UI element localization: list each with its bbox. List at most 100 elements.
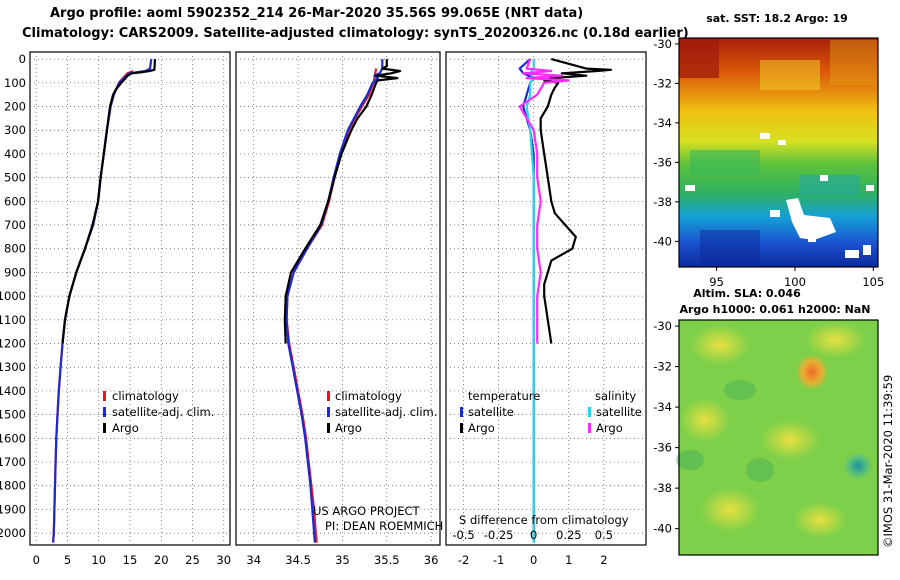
secondary-axis-label: S difference from climatology bbox=[459, 513, 629, 527]
depth-tick-label: 1200 bbox=[0, 337, 26, 351]
depth-tick-label: 100 bbox=[4, 76, 26, 90]
legend-swatch-climatology bbox=[327, 391, 330, 401]
depth-tick-label: 1800 bbox=[0, 479, 26, 493]
legend-swatch-sal-satellite bbox=[588, 407, 591, 417]
lon-tick-label: 95 bbox=[709, 275, 724, 289]
lon-tick-label: 100 bbox=[784, 275, 806, 289]
sst-longitude-labels: 95 100 105 bbox=[709, 267, 884, 289]
lat-tick-label: -34 bbox=[653, 116, 672, 130]
x-tick-label: 35 bbox=[335, 553, 350, 567]
x-tick-label: 34.5 bbox=[285, 553, 311, 567]
x-tick-label: 34 bbox=[246, 553, 261, 567]
x-tick-label: -2 bbox=[458, 553, 469, 567]
depth-tick-label: 1700 bbox=[0, 455, 26, 469]
sst-map-frame bbox=[678, 37, 879, 268]
x-tick-label: 35.5 bbox=[374, 553, 400, 567]
depth-tick-label: 1500 bbox=[0, 408, 26, 422]
series-line-argo bbox=[283, 59, 402, 344]
depth-tick-label: 600 bbox=[4, 194, 26, 208]
sst-texture bbox=[679, 38, 878, 267]
sla-map-title: Altim. SLA: 0.046 bbox=[693, 287, 801, 300]
legend-swatch-argo bbox=[327, 423, 330, 433]
lat-tick-label: -40 bbox=[653, 234, 672, 248]
series-line-argo bbox=[61, 59, 157, 344]
series-line-temperature-argo bbox=[539, 58, 613, 344]
legend-swatch-climatology bbox=[103, 391, 106, 401]
difference-panel: -2 -1 0 1 2 temperature satellite Argo salin… bbox=[445, 51, 647, 567]
credit-project: US ARGO PROJECT bbox=[313, 504, 421, 518]
depth-tick-labels: 0 100 200 300 400 500 600 700 800 900 1000 1100 1200… bbox=[0, 52, 26, 540]
x-tick-label: 36 bbox=[424, 553, 439, 567]
temperature-series bbox=[52, 58, 157, 543]
legend-label-temp-argo: Argo bbox=[468, 421, 495, 435]
x-tick-label: 15 bbox=[123, 553, 138, 567]
depth-tick-label: 900 bbox=[4, 265, 26, 279]
sla-map: Altim. SLA: 0.046 Argo h1000: 0.061 h200… bbox=[653, 287, 879, 556]
imos-timestamp: ©IMOS 31-Mar-2020 11:39:59 bbox=[881, 375, 895, 548]
legend-label-argo: Argo bbox=[112, 421, 139, 435]
depth-tick-label: 2000 bbox=[0, 526, 26, 540]
difference-tick-labels: -2 -1 0 1 2 bbox=[458, 553, 608, 567]
plot-title-line2: Climatology: CARS2009. Satellite-adjuste… bbox=[22, 26, 689, 41]
legend-swatch-temp-argo bbox=[460, 423, 463, 433]
x-tick-label: 10 bbox=[91, 553, 106, 567]
depth-tick-label: 1000 bbox=[0, 289, 26, 303]
lat-tick-label: -32 bbox=[653, 76, 672, 90]
lat-tick-label: -38 bbox=[653, 481, 672, 495]
legend-label-sal-argo: Argo bbox=[596, 421, 623, 435]
depth-tick-label: 1400 bbox=[0, 384, 26, 398]
depth-tick-label: 800 bbox=[4, 242, 26, 256]
lat-tick-label: -30 bbox=[653, 319, 672, 333]
legend-swatch-satellite bbox=[327, 407, 330, 417]
depth-tick-label: 200 bbox=[4, 100, 26, 114]
legend-swatch-sal-argo bbox=[588, 423, 591, 433]
x-tick-label: 0 bbox=[530, 553, 537, 567]
legend-label-satellite: satellite-adj. clim. bbox=[335, 405, 437, 419]
legend-swatch-argo bbox=[103, 423, 106, 433]
lat-tick-label: -38 bbox=[653, 195, 672, 209]
sla-map-subtitle: Argo h1000: 0.061 h2000: NaN bbox=[679, 303, 870, 316]
sla-latitude-labels: -30 -32 -34 -36 -38 -40 bbox=[653, 319, 679, 536]
legend-heading-temperature: temperature bbox=[468, 389, 540, 403]
x-tick-label: 20 bbox=[154, 553, 169, 567]
depth-tick-label: 700 bbox=[4, 218, 26, 232]
lat-tick-label: -40 bbox=[653, 522, 672, 536]
temperature-grid bbox=[30, 52, 230, 545]
sla-map-frame bbox=[678, 319, 879, 556]
secondary-tick-label: -0.25 bbox=[484, 528, 514, 542]
legend-swatch-temp-satellite bbox=[460, 407, 463, 417]
lat-tick-label: -36 bbox=[653, 441, 672, 455]
legend-label-temp-satellite: satellite bbox=[468, 405, 514, 419]
depth-tick-label: 1100 bbox=[0, 313, 26, 327]
depth-tick-label: 400 bbox=[4, 147, 26, 161]
depth-tick-label: 300 bbox=[4, 123, 26, 137]
salinity-tick-labels: 34 34.5 35 35.5 36 bbox=[246, 553, 438, 567]
salinity-series bbox=[283, 59, 402, 543]
lat-tick-label: -32 bbox=[653, 360, 672, 374]
series-line-salinity-satellite bbox=[525, 59, 535, 543]
secondary-tick-label: 0.5 bbox=[595, 528, 613, 542]
legend-label-climatology: climatology bbox=[112, 389, 179, 403]
lon-tick-label: 105 bbox=[862, 275, 884, 289]
legend-swatch-satellite bbox=[103, 407, 106, 417]
salinity-panel: 34 34.5 35 35.5 36 climatology satellite-adj… bbox=[235, 51, 443, 567]
lat-tick-label: -36 bbox=[653, 155, 672, 169]
temperature-tick-labels: 0 5 10 15 20 25 30 bbox=[33, 553, 231, 567]
salinity-legend: climatology satellite-adj. clim. Argo bbox=[327, 389, 437, 435]
credit-pi: PI: DEAN ROEMMICH bbox=[325, 519, 443, 533]
legend-label-sal-satellite: satellite bbox=[596, 405, 642, 419]
x-tick-label: 1 bbox=[565, 553, 572, 567]
depth-tick-label: 1300 bbox=[0, 360, 26, 374]
difference-plot-frame bbox=[445, 51, 647, 546]
legend-label-climatology: climatology bbox=[335, 389, 402, 403]
x-tick-label: 2 bbox=[600, 553, 607, 567]
x-tick-label: -1 bbox=[493, 553, 504, 567]
depth-tick-label: 500 bbox=[4, 171, 26, 185]
x-tick-label: 25 bbox=[185, 553, 200, 567]
x-tick-label: 0 bbox=[33, 553, 40, 567]
salinity-difference-tick-labels: -0.5 -0.25 0 0.25 0.5 bbox=[452, 528, 613, 542]
secondary-tick-label: -0.5 bbox=[452, 528, 474, 542]
series-line-salinity-argo bbox=[518, 58, 570, 344]
sla-texture bbox=[676, 322, 873, 538]
x-tick-label: 30 bbox=[216, 553, 231, 567]
